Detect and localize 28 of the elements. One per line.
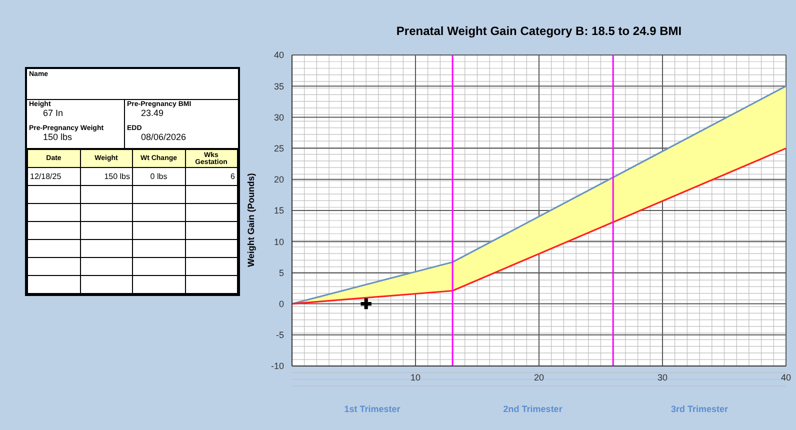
text: 12/18/25 xyxy=(28,168,80,186)
text: 23.49 xyxy=(140,108,165,118)
text: 2nd Trimester xyxy=(502,404,564,414)
x-tick-label: 40 xyxy=(780,372,792,382)
y-tick-label: 35 xyxy=(274,81,284,92)
text: 08/06/2026 xyxy=(140,132,188,142)
x-tick-label: 20 xyxy=(534,372,544,382)
text: 3rd Trimester xyxy=(670,404,730,414)
y-tick-label: 15 xyxy=(274,206,284,216)
text: 150 lbs xyxy=(42,132,74,142)
text: 150 lbs xyxy=(80,168,132,186)
text: 67 In xyxy=(42,108,64,118)
text: 1st Trimester xyxy=(343,404,402,414)
chart-title: Prenatal Weight Gain Category B: 18.5 to 24.9 BMI xyxy=(395,24,683,38)
y-tick-label: 10 xyxy=(274,236,284,247)
y-tick-label: 5 xyxy=(278,268,284,278)
y-tick-label: -5 xyxy=(276,330,284,340)
y-tick-label: 0 xyxy=(278,298,284,309)
x-tick-label: 30 xyxy=(657,372,668,382)
y-tick-label: 25 xyxy=(274,143,284,154)
y-axis-title: Weight Gain (Pounds) xyxy=(246,172,256,270)
y-tick-label: 40 xyxy=(274,50,284,60)
x-tick-label: 10 xyxy=(410,372,421,382)
y-tick-label: 20 xyxy=(274,174,284,185)
y-tick-label: -10 xyxy=(270,361,284,372)
text: 0 lbs xyxy=(132,168,185,186)
text: 6 xyxy=(185,168,238,186)
y-tick-label: 30 xyxy=(274,112,284,122)
